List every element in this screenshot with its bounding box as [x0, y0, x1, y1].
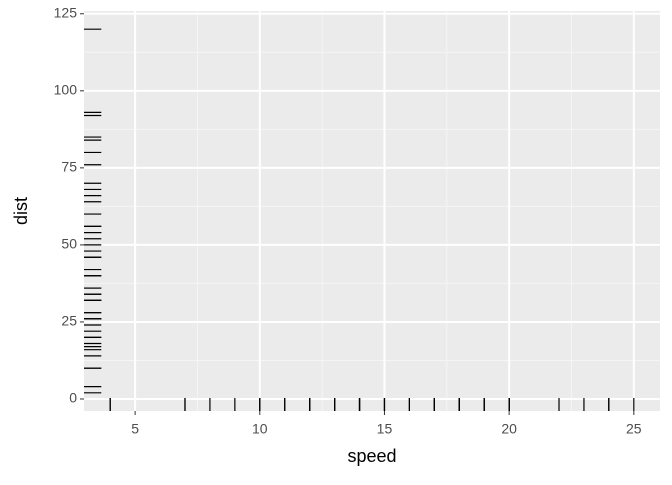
x-axis-title: speed	[347, 446, 396, 466]
y-axis-title: dist	[11, 197, 31, 225]
y-tick-label: 25	[61, 313, 77, 329]
y-tick-label: 100	[54, 82, 78, 98]
x-tick-label: 5	[131, 421, 139, 437]
x-tick-label: 10	[252, 421, 268, 437]
y-tick-label: 75	[61, 159, 77, 175]
y-tick-label: 50	[61, 236, 77, 252]
x-tick-label: 20	[501, 421, 517, 437]
y-tick-label: 125	[54, 4, 78, 20]
x-tick-label: 25	[626, 421, 642, 437]
y-tick-label: 0	[69, 390, 77, 406]
panel-background	[84, 11, 660, 411]
x-tick-label: 15	[377, 421, 393, 437]
